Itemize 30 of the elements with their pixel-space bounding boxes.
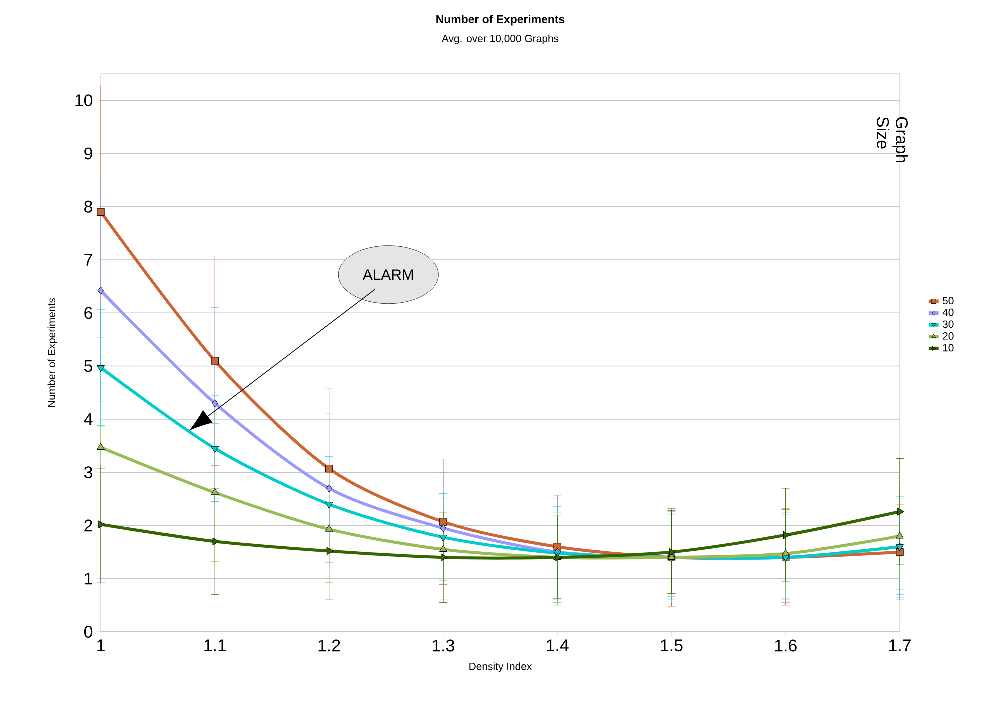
y-tick-label: 8 — [84, 200, 92, 213]
annotation: ALARM — [362, 270, 414, 280]
y-tick-label: 10 — [76, 94, 93, 107]
legend-label: 30 — [942, 320, 954, 328]
legend-label: 20 — [943, 332, 954, 340]
y-axis-title: Number of Experiments — [48, 298, 58, 408]
y-tick-label: 5 — [84, 360, 93, 372]
x-tick-label: 1.3 — [432, 640, 454, 652]
x-tick-label: 1.5 — [661, 640, 683, 652]
y-tick-label: 7 — [84, 254, 92, 266]
x-tick-label: 1.2 — [318, 640, 340, 652]
y-tick-label: 1 — [85, 573, 92, 585]
legend-label: 50 — [942, 297, 954, 305]
x-tick-label: 1.1 — [204, 640, 226, 652]
y-tick-label: 6 — [84, 307, 92, 320]
chart-title: Number of Experiments — [436, 15, 565, 26]
legend-title: Graph Size — [877, 117, 908, 163]
y-tick-label: 3 — [84, 466, 92, 479]
legend-label: 10 — [943, 344, 954, 352]
legend-label: 40 — [942, 308, 954, 316]
chart-subtitle: Avg. over 10,000 Graphs — [442, 34, 559, 44]
y-tick-label: 0 — [84, 626, 93, 638]
x-tick-label: 1.6 — [775, 640, 797, 652]
y-tick-label: 9 — [84, 148, 92, 160]
y-tick-label: 2 — [84, 520, 92, 532]
y-tick-label: 4 — [84, 414, 93, 426]
x-tick-label: 1.7 — [890, 640, 911, 652]
x-tick-label: 1.4 — [547, 640, 569, 652]
x-axis-title: Density Index — [470, 662, 532, 672]
x-tick-label: 1 — [98, 640, 105, 652]
